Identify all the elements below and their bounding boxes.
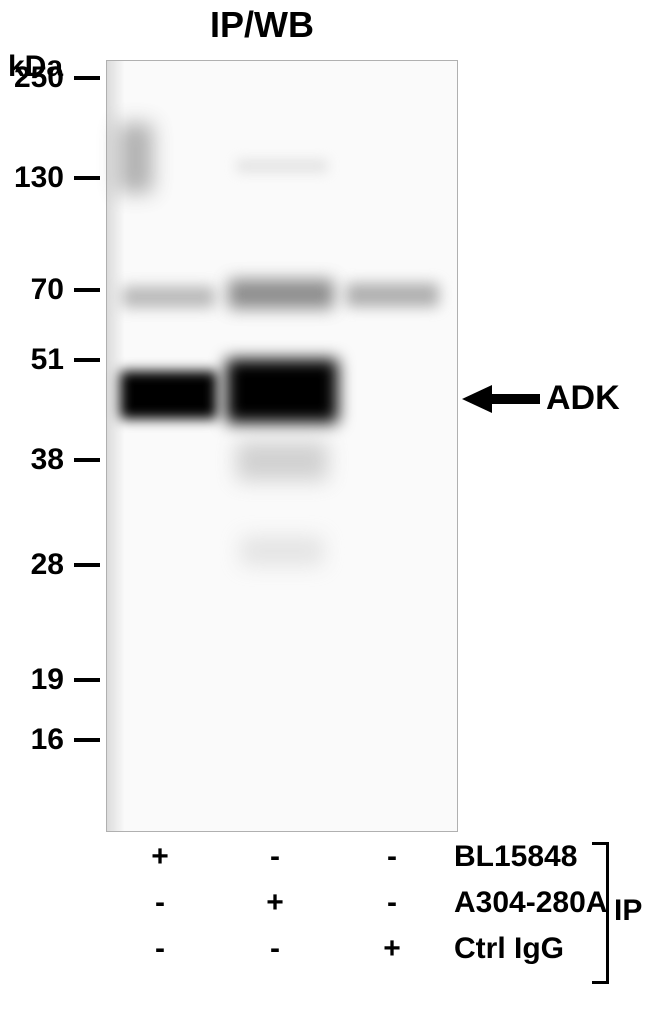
- mw-tick: [74, 738, 100, 742]
- target-band-arrow: ADK: [462, 379, 620, 418]
- ip-row-label: A304-280A: [454, 886, 607, 920]
- protein-band: [120, 371, 217, 419]
- mw-label: 51: [4, 343, 64, 377]
- arrow-head-icon: [462, 385, 492, 413]
- mw-label: 19: [4, 663, 64, 697]
- mw-tick: [74, 458, 100, 462]
- protein-band: [226, 359, 338, 423]
- mw-label: 16: [4, 723, 64, 757]
- figure-title: IP/WB: [210, 4, 314, 46]
- mw-label: 28: [4, 548, 64, 582]
- ip-bracket: [592, 842, 609, 984]
- protein-band: [240, 536, 324, 566]
- blot-membrane: [106, 60, 458, 832]
- mw-label: 130: [4, 161, 64, 195]
- mw-tick: [74, 288, 100, 292]
- mw-label: 250: [4, 61, 64, 95]
- ip-cell: +: [260, 886, 290, 920]
- mw-tick: [74, 176, 100, 180]
- protein-band: [118, 123, 153, 193]
- lane: [118, 61, 223, 831]
- lane: [342, 61, 447, 831]
- ip-cell: -: [145, 886, 175, 920]
- protein-band: [228, 279, 334, 309]
- lane: [226, 61, 338, 831]
- ip-cell: -: [377, 886, 407, 920]
- ip-cell: -: [145, 932, 175, 966]
- mw-tick: [74, 76, 100, 80]
- ip-cell: -: [260, 932, 290, 966]
- ip-cell: -: [377, 840, 407, 874]
- ip-row-label: Ctrl IgG: [454, 932, 564, 966]
- target-protein-label: ADK: [546, 379, 620, 418]
- ip-cell: +: [377, 932, 407, 966]
- western-blot-figure: IP/WB kDa 250130705138281916 ADK +--BL15…: [0, 0, 650, 1032]
- mw-label: 38: [4, 443, 64, 477]
- mw-label: 70: [4, 273, 64, 307]
- protein-band: [122, 286, 215, 308]
- ip-side-label: IP: [614, 894, 642, 928]
- ip-cell: -: [260, 840, 290, 874]
- protein-band: [346, 283, 439, 307]
- protein-band: [236, 441, 328, 481]
- mw-tick: [74, 358, 100, 362]
- ip-cell: +: [145, 840, 175, 874]
- arrow-shaft: [492, 394, 540, 404]
- ip-row-label: BL15848: [454, 840, 577, 874]
- mw-tick: [74, 563, 100, 567]
- protein-band: [236, 159, 328, 173]
- mw-tick: [74, 678, 100, 682]
